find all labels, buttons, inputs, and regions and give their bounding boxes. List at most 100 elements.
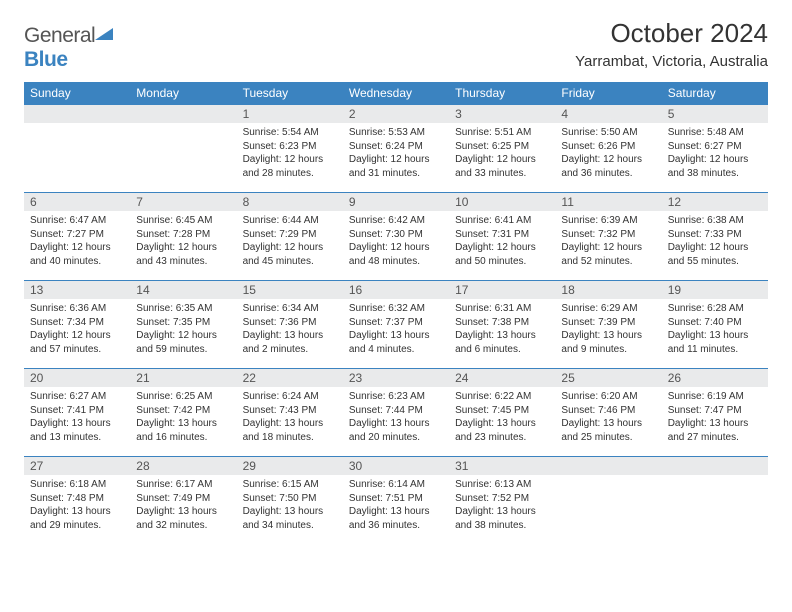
day-info: Sunrise: 6:36 AMSunset: 7:34 PMDaylight:… [24,299,130,356]
day-number-empty [555,457,661,475]
day-number: 31 [449,457,555,475]
day-info: Sunrise: 6:35 AMSunset: 7:35 PMDaylight:… [130,299,236,356]
calendar-week-row: 13Sunrise: 6:36 AMSunset: 7:34 PMDayligh… [24,281,768,369]
day-info: Sunrise: 6:23 AMSunset: 7:44 PMDaylight:… [343,387,449,444]
calendar-day-cell: 16Sunrise: 6:32 AMSunset: 7:37 PMDayligh… [343,281,449,369]
calendar-body: 1Sunrise: 5:54 AMSunset: 6:23 PMDaylight… [24,105,768,545]
day-number-empty [662,457,768,475]
day-info: Sunrise: 6:14 AMSunset: 7:51 PMDaylight:… [343,475,449,532]
day-info: Sunrise: 6:29 AMSunset: 7:39 PMDaylight:… [555,299,661,356]
calendar-day-cell: 7Sunrise: 6:45 AMSunset: 7:28 PMDaylight… [130,193,236,281]
day-number: 25 [555,369,661,387]
day-number: 9 [343,193,449,211]
day-info: Sunrise: 6:15 AMSunset: 7:50 PMDaylight:… [237,475,343,532]
calendar-day-cell: 5Sunrise: 5:48 AMSunset: 6:27 PMDaylight… [662,105,768,193]
day-number: 24 [449,369,555,387]
calendar-day-cell: 8Sunrise: 6:44 AMSunset: 7:29 PMDaylight… [237,193,343,281]
day-info: Sunrise: 6:27 AMSunset: 7:41 PMDaylight:… [24,387,130,444]
calendar-day-cell: 6Sunrise: 6:47 AMSunset: 7:27 PMDaylight… [24,193,130,281]
calendar-day-cell: 17Sunrise: 6:31 AMSunset: 7:38 PMDayligh… [449,281,555,369]
day-number: 7 [130,193,236,211]
day-number: 16 [343,281,449,299]
location-text: Yarrambat, Victoria, Australia [575,53,768,70]
logo-text: General Blue [24,24,113,72]
calendar-day-cell: 30Sunrise: 6:14 AMSunset: 7:51 PMDayligh… [343,457,449,545]
day-number: 20 [24,369,130,387]
day-info: Sunrise: 6:47 AMSunset: 7:27 PMDaylight:… [24,211,130,268]
page-title: October 2024 [575,18,768,49]
day-number: 26 [662,369,768,387]
logo: General Blue [24,24,113,72]
day-number: 5 [662,105,768,123]
calendar-day-cell [555,457,661,545]
calendar-day-cell: 12Sunrise: 6:38 AMSunset: 7:33 PMDayligh… [662,193,768,281]
day-number: 13 [24,281,130,299]
day-number: 28 [130,457,236,475]
day-number: 22 [237,369,343,387]
calendar-week-row: 20Sunrise: 6:27 AMSunset: 7:41 PMDayligh… [24,369,768,457]
calendar-day-cell: 23Sunrise: 6:23 AMSunset: 7:44 PMDayligh… [343,369,449,457]
weekday-header: Thursday [449,82,555,105]
day-info: Sunrise: 6:42 AMSunset: 7:30 PMDaylight:… [343,211,449,268]
day-info: Sunrise: 6:31 AMSunset: 7:38 PMDaylight:… [449,299,555,356]
day-info: Sunrise: 6:41 AMSunset: 7:31 PMDaylight:… [449,211,555,268]
calendar-day-cell: 13Sunrise: 6:36 AMSunset: 7:34 PMDayligh… [24,281,130,369]
calendar-day-cell: 3Sunrise: 5:51 AMSunset: 6:25 PMDaylight… [449,105,555,193]
calendar-day-cell: 31Sunrise: 6:13 AMSunset: 7:52 PMDayligh… [449,457,555,545]
day-number: 15 [237,281,343,299]
day-number: 10 [449,193,555,211]
day-number: 30 [343,457,449,475]
calendar-week-row: 27Sunrise: 6:18 AMSunset: 7:48 PMDayligh… [24,457,768,545]
calendar-day-cell: 9Sunrise: 6:42 AMSunset: 7:30 PMDaylight… [343,193,449,281]
day-info: Sunrise: 6:34 AMSunset: 7:36 PMDaylight:… [237,299,343,356]
day-number: 17 [449,281,555,299]
calendar-day-cell: 25Sunrise: 6:20 AMSunset: 7:46 PMDayligh… [555,369,661,457]
title-block: October 2024 Yarrambat, Victoria, Austra… [575,18,768,70]
day-info: Sunrise: 6:18 AMSunset: 7:48 PMDaylight:… [24,475,130,532]
day-info: Sunrise: 5:48 AMSunset: 6:27 PMDaylight:… [662,123,768,180]
weekday-header: Sunday [24,82,130,105]
calendar-table: SundayMondayTuesdayWednesdayThursdayFrid… [24,82,768,545]
calendar-day-cell: 15Sunrise: 6:34 AMSunset: 7:36 PMDayligh… [237,281,343,369]
calendar-day-cell [130,105,236,193]
calendar-day-cell: 20Sunrise: 6:27 AMSunset: 7:41 PMDayligh… [24,369,130,457]
weekday-header: Saturday [662,82,768,105]
calendar-day-cell: 27Sunrise: 6:18 AMSunset: 7:48 PMDayligh… [24,457,130,545]
calendar-day-cell: 19Sunrise: 6:28 AMSunset: 7:40 PMDayligh… [662,281,768,369]
day-number: 2 [343,105,449,123]
day-info: Sunrise: 5:54 AMSunset: 6:23 PMDaylight:… [237,123,343,180]
calendar-day-cell [24,105,130,193]
day-info: Sunrise: 6:28 AMSunset: 7:40 PMDaylight:… [662,299,768,356]
header: General Blue October 2024 Yarrambat, Vic… [24,18,768,72]
day-number: 19 [662,281,768,299]
day-info: Sunrise: 5:51 AMSunset: 6:25 PMDaylight:… [449,123,555,180]
day-info: Sunrise: 6:32 AMSunset: 7:37 PMDaylight:… [343,299,449,356]
day-number: 11 [555,193,661,211]
day-info: Sunrise: 6:39 AMSunset: 7:32 PMDaylight:… [555,211,661,268]
calendar-day-cell: 28Sunrise: 6:17 AMSunset: 7:49 PMDayligh… [130,457,236,545]
day-number: 21 [130,369,236,387]
calendar-day-cell: 1Sunrise: 5:54 AMSunset: 6:23 PMDaylight… [237,105,343,193]
weekday-header-row: SundayMondayTuesdayWednesdayThursdayFrid… [24,82,768,105]
day-info: Sunrise: 6:38 AMSunset: 7:33 PMDaylight:… [662,211,768,268]
logo-triangle-icon [95,24,113,48]
day-number: 4 [555,105,661,123]
calendar-day-cell: 22Sunrise: 6:24 AMSunset: 7:43 PMDayligh… [237,369,343,457]
calendar-day-cell: 14Sunrise: 6:35 AMSunset: 7:35 PMDayligh… [130,281,236,369]
weekday-header: Monday [130,82,236,105]
day-number-empty [130,105,236,123]
calendar-day-cell: 18Sunrise: 6:29 AMSunset: 7:39 PMDayligh… [555,281,661,369]
day-info: Sunrise: 5:50 AMSunset: 6:26 PMDaylight:… [555,123,661,180]
day-number: 27 [24,457,130,475]
day-info: Sunrise: 6:44 AMSunset: 7:29 PMDaylight:… [237,211,343,268]
day-number: 3 [449,105,555,123]
day-number: 6 [24,193,130,211]
day-number: 29 [237,457,343,475]
day-info: Sunrise: 6:17 AMSunset: 7:49 PMDaylight:… [130,475,236,532]
calendar-day-cell: 21Sunrise: 6:25 AMSunset: 7:42 PMDayligh… [130,369,236,457]
day-number-empty [24,105,130,123]
day-number: 8 [237,193,343,211]
calendar-day-cell: 4Sunrise: 5:50 AMSunset: 6:26 PMDaylight… [555,105,661,193]
day-number: 1 [237,105,343,123]
weekday-header: Friday [555,82,661,105]
